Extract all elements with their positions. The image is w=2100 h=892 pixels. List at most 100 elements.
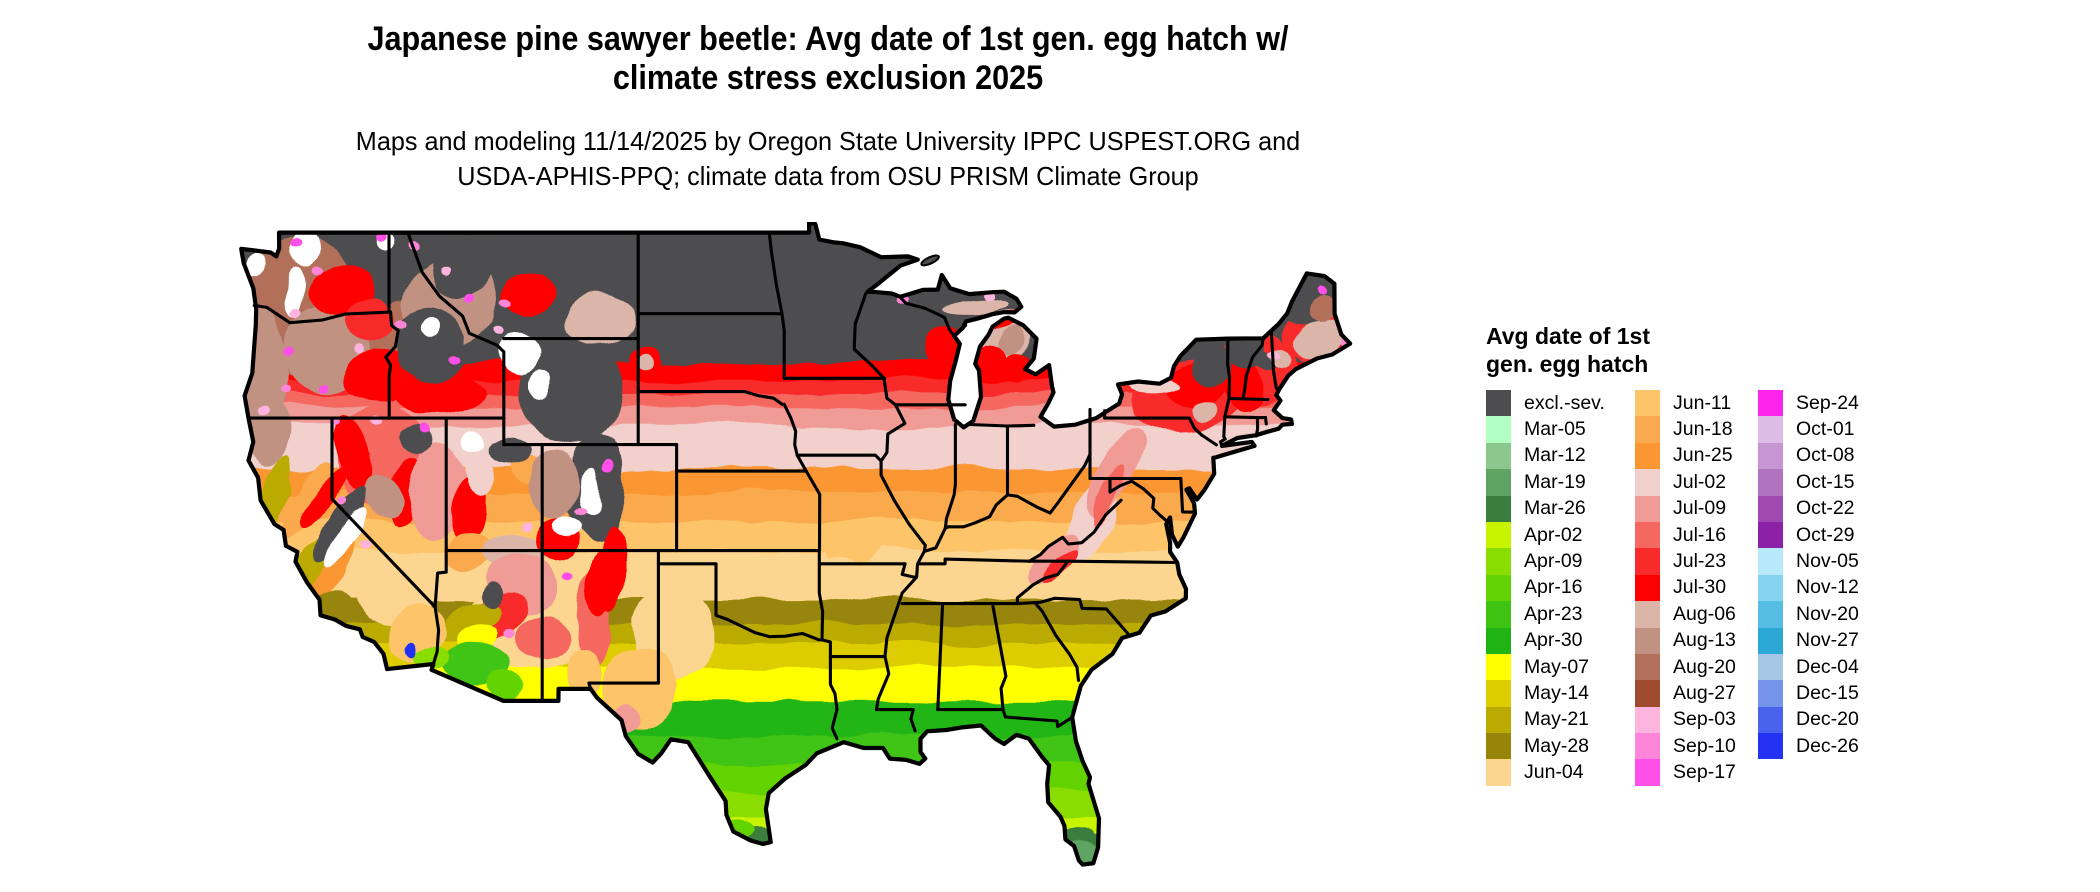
legend-row: Aug-06 (1635, 601, 1736, 628)
subtitle-line-1: Maps and modeling 11/14/2025 by Oregon S… (355, 126, 1301, 156)
legend-label: Apr-30 (1524, 629, 1583, 652)
legend-swatch (1486, 759, 1511, 786)
legend-label: Mar-26 (1524, 497, 1586, 520)
legend-swatch (1635, 442, 1660, 470)
legend-swatch (1486, 653, 1511, 681)
legend-row: Sep-24 (1758, 390, 1859, 417)
legend-label: May-14 (1524, 681, 1590, 704)
legend-swatch (1635, 416, 1660, 443)
legend-swatch (1635, 601, 1660, 628)
legend-row: Apr-16 (1486, 574, 1605, 602)
legend-row: May-07 (1486, 653, 1605, 681)
legend-row: Aug-27 (1635, 680, 1736, 707)
legend-row: Nov-12 (1758, 574, 1859, 602)
legend-swatch (1486, 627, 1511, 654)
legend-row: May-14 (1486, 680, 1605, 707)
legend-swatch (1758, 574, 1783, 602)
legend-row: excl.-sev. (1486, 390, 1605, 417)
legend-label: Jun-11 (1673, 391, 1732, 414)
legend-row: May-28 (1486, 733, 1605, 760)
legend-swatch (1486, 706, 1511, 734)
legend-label: Apr-23 (1524, 602, 1583, 625)
legend-swatch (1635, 469, 1660, 496)
title-line-2: climate stress exclusion 2025 (612, 59, 1044, 97)
legend-column-2: Jun-11 Jun-18 Jun-25 Jul-02 Jul-09 Jul-16 Jul-… (1635, 390, 1736, 786)
us-map (236, 222, 1376, 892)
legend-swatch (1635, 627, 1660, 654)
legend-label: Jun-25 (1673, 444, 1733, 467)
legend-row: Mar-12 (1486, 442, 1605, 470)
legend-label: Jul-30 (1673, 576, 1727, 599)
legend-swatch (1635, 706, 1660, 734)
legend-column-3: Sep-24 Oct-01 Oct-08 Oct-15 Oct-22 Oct-29 Nov-… (1758, 390, 1859, 760)
legend-swatch (1758, 521, 1783, 549)
legend-row: Jul-16 (1635, 521, 1736, 549)
legend-swatch (1486, 548, 1511, 575)
legend-swatch (1486, 601, 1511, 628)
legend-label: excl.-sev. (1524, 391, 1605, 414)
legend-label: Oct-22 (1796, 497, 1855, 520)
legend: Avg date of 1st gen. egg hatch excl.-sev… (1486, 322, 1906, 786)
legend-swatch (1758, 442, 1783, 470)
legend-label: Aug-06 (1673, 602, 1736, 625)
legend-label: Apr-02 (1524, 523, 1583, 546)
legend-label: Oct-15 (1796, 470, 1855, 493)
legend-label: Oct-01 (1796, 418, 1855, 441)
legend-swatch (1635, 653, 1660, 681)
legend-label: Dec-26 (1796, 734, 1859, 757)
legend-label: Aug-27 (1673, 681, 1736, 704)
subtitle-line-2: USDA-APHIS-PPQ; climate data from OSU PR… (457, 161, 1199, 191)
legend-label: Oct-08 (1796, 444, 1855, 467)
legend-row: Oct-01 (1758, 416, 1859, 443)
legend-row: Nov-20 (1758, 601, 1859, 628)
legend-row: Jul-09 (1635, 495, 1736, 522)
legend-row: Nov-27 (1758, 627, 1859, 654)
legend-row: Sep-17 (1635, 759, 1736, 786)
legend-row: Jun-11 (1635, 390, 1736, 417)
legend-row: Sep-10 (1635, 733, 1736, 760)
legend-swatch (1758, 390, 1783, 417)
legend-row: Sep-03 (1635, 706, 1736, 734)
legend-label: May-07 (1524, 655, 1590, 678)
legend-row: Dec-04 (1758, 653, 1859, 681)
legend-row: Jun-25 (1635, 442, 1736, 470)
legend-swatch (1486, 442, 1511, 470)
legend-swatch (1486, 680, 1511, 707)
legend-title-line-1: Avg date of 1st (1486, 323, 1651, 349)
legend-swatch (1635, 680, 1660, 707)
page-title: Japanese pine sawyer beetle: Avg date of… (299, 20, 1357, 98)
legend-swatch (1635, 759, 1660, 786)
legend-swatch (1486, 574, 1511, 602)
legend-label: Aug-20 (1673, 655, 1736, 678)
legend-swatch (1758, 601, 1783, 628)
legend-label: Oct-29 (1796, 523, 1855, 546)
legend-row: Dec-20 (1758, 706, 1859, 734)
legend-row: Mar-05 (1486, 416, 1605, 443)
us-map-svg (239, 222, 1353, 867)
legend-row: Aug-20 (1635, 653, 1736, 681)
legend-swatch (1758, 548, 1783, 575)
legend-swatch (1758, 653, 1783, 681)
legend-label: Nov-12 (1796, 576, 1859, 599)
legend-swatch (1758, 495, 1783, 522)
legend-label: Apr-16 (1524, 576, 1583, 599)
legend-swatch (1486, 495, 1511, 522)
legend-row: Apr-02 (1486, 521, 1605, 549)
legend-row: Aug-13 (1635, 627, 1736, 654)
legend-label: Aug-13 (1673, 629, 1736, 652)
legend-swatch (1635, 495, 1660, 522)
legend-swatch (1758, 680, 1783, 707)
legend-swatch (1486, 521, 1511, 549)
legend-row: Jun-18 (1635, 416, 1736, 443)
legend-row: Mar-26 (1486, 495, 1605, 522)
legend-row: Jul-23 (1635, 548, 1736, 575)
legend-label: Apr-09 (1524, 550, 1583, 573)
legend-row: Apr-30 (1486, 627, 1605, 654)
legend-label: Mar-19 (1524, 470, 1586, 493)
legend-swatch (1635, 733, 1660, 760)
legend-label: Mar-05 (1524, 418, 1586, 441)
legend-swatch (1486, 416, 1511, 443)
legend-swatch (1486, 733, 1511, 760)
legend-row: Apr-09 (1486, 548, 1605, 575)
